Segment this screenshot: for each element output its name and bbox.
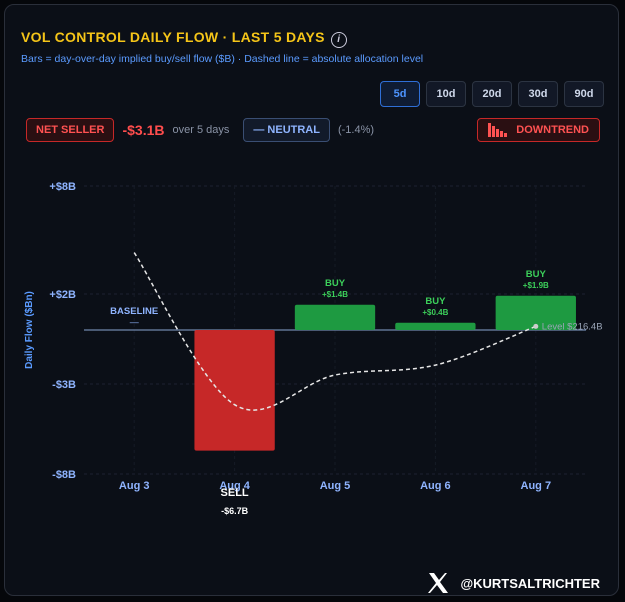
info-icon[interactable]: i	[330, 32, 347, 48]
footer: @KURTSALTRICHTER	[426, 571, 600, 595]
range-button[interactable]: 10d	[426, 81, 466, 107]
summary-row: NET SELLER -$3.1B over 5 days — NEUTRAL …	[26, 118, 374, 142]
x-logo	[428, 573, 449, 593]
range-buttons: 5d 10d 20d 30d 90d	[380, 81, 604, 107]
direction: DOWNTREND	[516, 124, 589, 136]
title-row: VOL CONTROL DAILY FLOW · LAST 5 DAYS i	[21, 29, 347, 48]
position-badge: NET SELLER	[26, 118, 115, 142]
range-button[interactable]: 90d	[564, 81, 604, 107]
range-button[interactable]: 5d	[380, 81, 420, 107]
title: VOL CONTROL DAILY FLOW · LAST 5 DAYS	[21, 29, 325, 45]
direction-badge: DOWNTREND	[477, 118, 600, 142]
downtrend-icon	[488, 123, 508, 137]
subtitle: Bars = day-over-day implied buy/sell flo…	[21, 53, 424, 65]
net-flow: -$3.1B	[122, 122, 165, 138]
range-button[interactable]: 30d	[518, 81, 558, 107]
period: over 5 days	[172, 124, 230, 136]
range-button[interactable]: 20d	[472, 81, 512, 107]
handle: @KURTSALTRICHTER	[460, 575, 600, 591]
card: VOL CONTROL DAILY FLOW · LAST 5 DAYS i Ba…	[4, 4, 619, 596]
trend-change: (-1.4%)	[337, 124, 375, 136]
trend-badge: — NEUTRAL	[243, 118, 330, 142]
